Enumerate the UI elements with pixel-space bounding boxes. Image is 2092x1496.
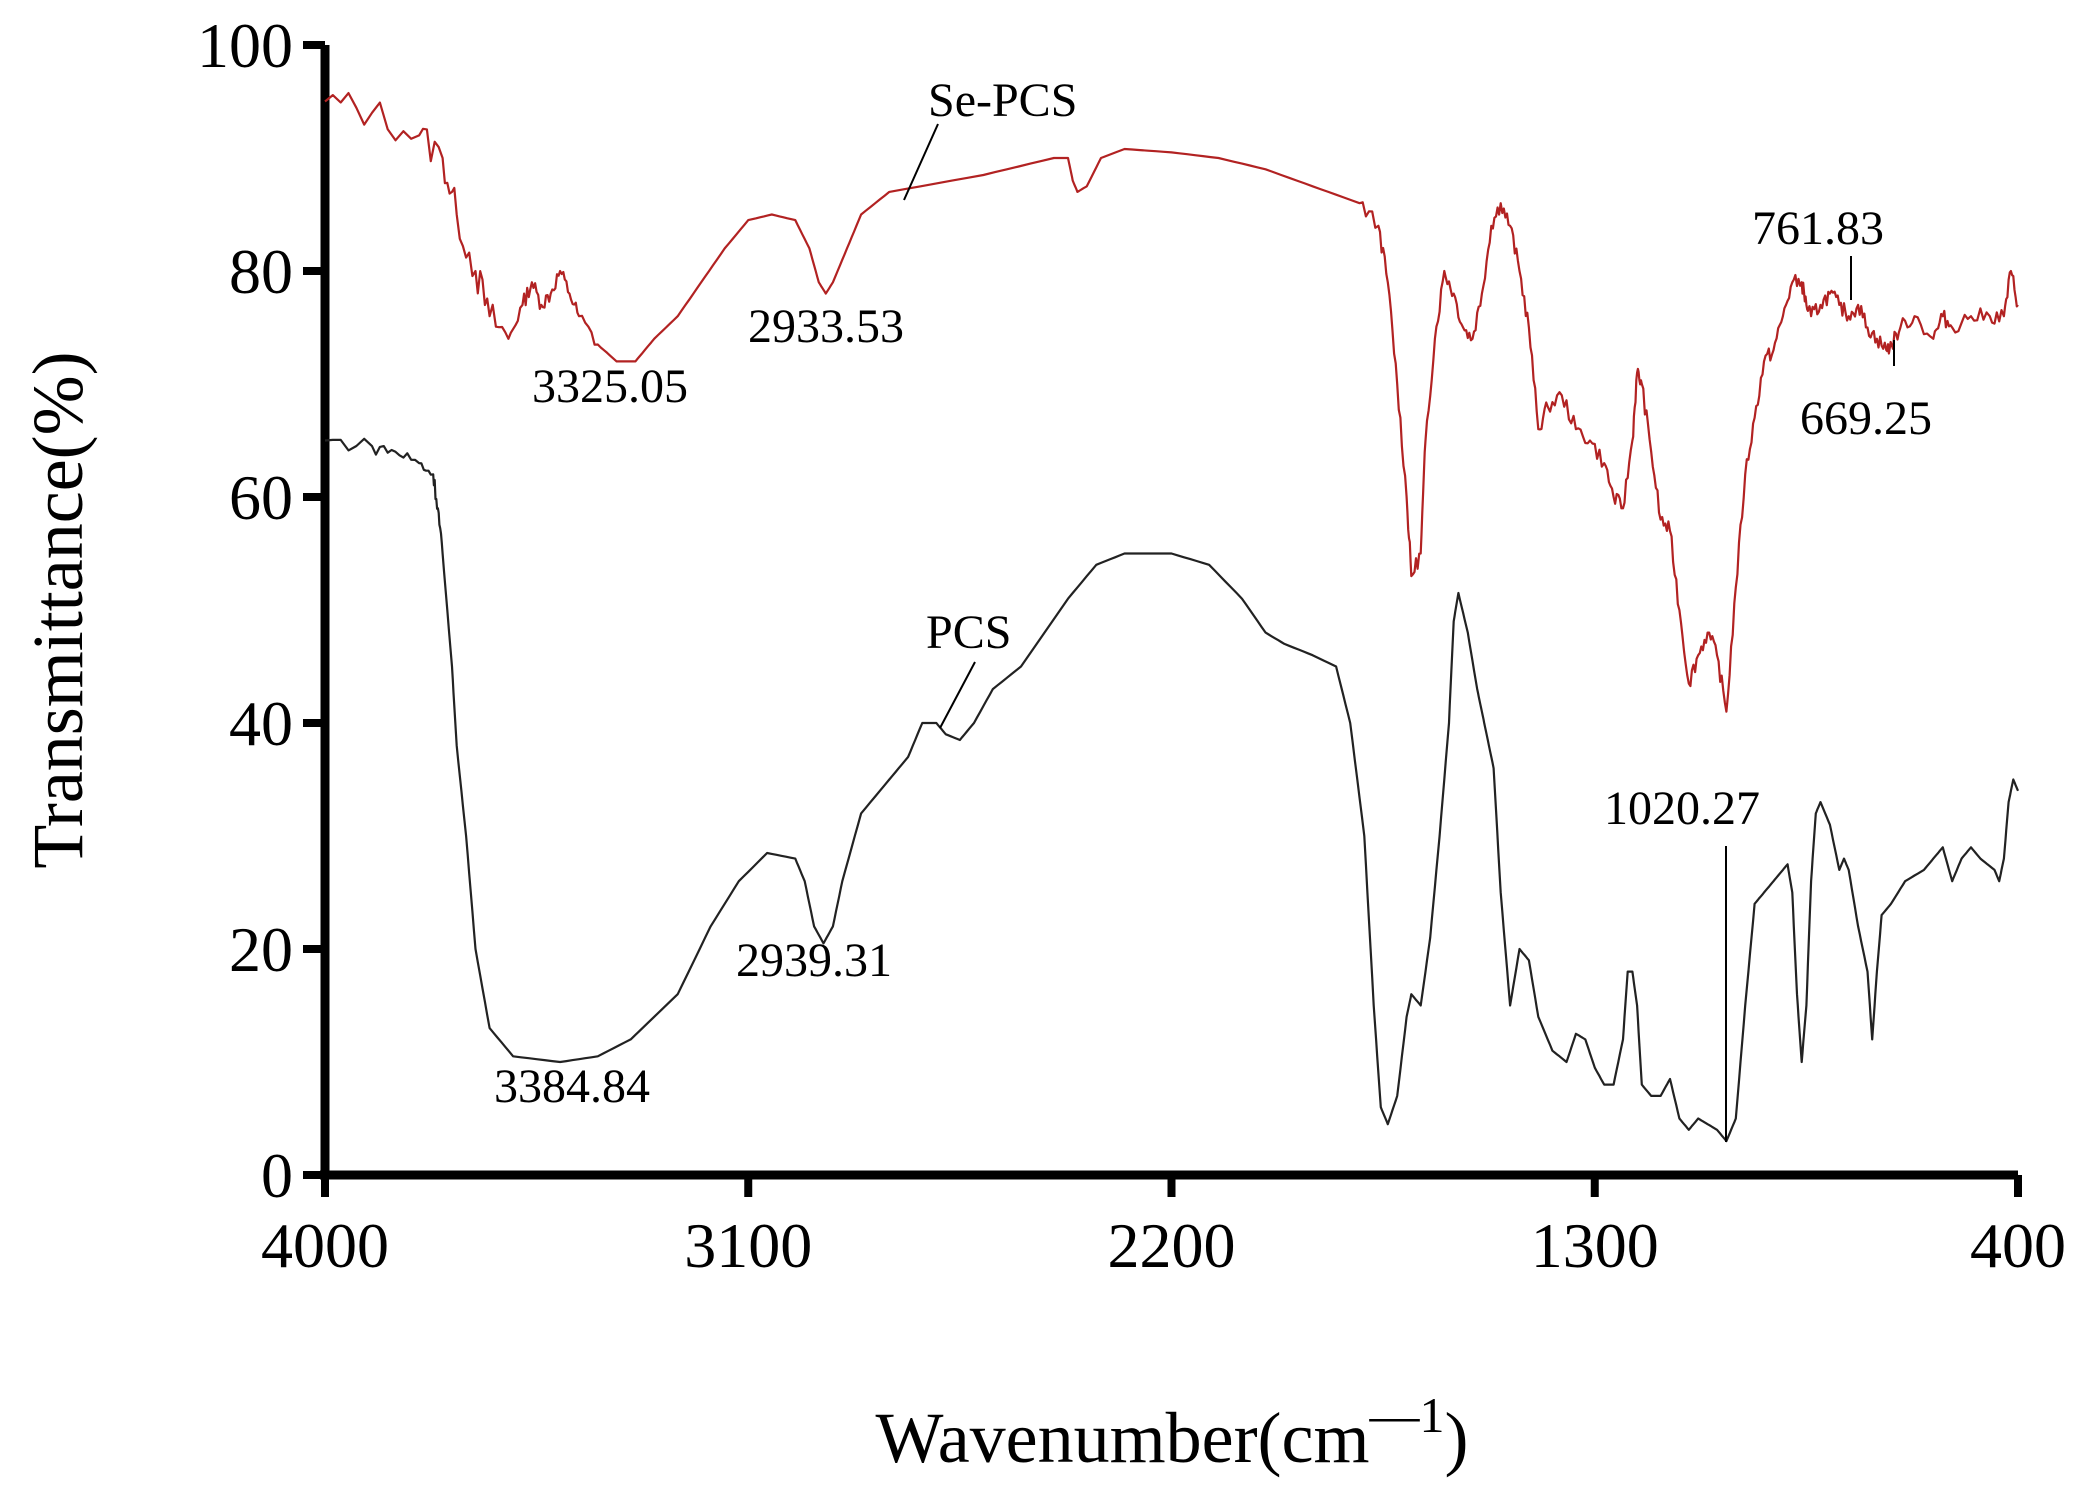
y-tick-label-0: 0: [261, 1140, 293, 1211]
x-axis-title-close: ): [1445, 1398, 1469, 1478]
x-tick-label-1300: 1300: [1531, 1210, 1659, 1281]
peak-label-669: 669.25: [1800, 392, 1932, 445]
x-axis-title: Wavenumber(cm—1): [876, 1387, 1469, 1478]
x-tick-label-4000: 4000: [261, 1210, 389, 1281]
annotation-leaders: [903, 123, 1895, 1142]
y-tick-label-20: 20: [229, 914, 293, 985]
series-label-se-pcs: Se-PCS: [928, 74, 1077, 127]
x-ticks: 4000 3100 2200 1300 400: [261, 1175, 2066, 1281]
peak-label-2939: 2939.31: [736, 934, 892, 987]
peak-label-3384: 3384.84: [494, 1060, 650, 1113]
x-tick-label-400: 400: [1970, 1210, 2066, 1281]
series-line-pcs: [324, 437, 2020, 1143]
series-line-se-pcs: [324, 92, 2019, 713]
x-tick-label-2200: 2200: [1108, 1210, 1236, 1281]
y-tick-label-60: 60: [229, 462, 293, 533]
y-tick-label-80: 80: [229, 236, 293, 307]
x-tick-label-3100: 3100: [684, 1210, 812, 1281]
peak-label-1020: 1020.27: [1604, 782, 1760, 835]
y-axis-title: Transmittance(%): [18, 351, 98, 868]
peak-label-2933: 2933.53: [748, 300, 904, 353]
series-lines: [324, 92, 2020, 1143]
x-axis-title-main: Wavenumber(cm: [876, 1398, 1370, 1478]
peak-label-3325: 3325.05: [532, 360, 688, 413]
series-label-pcs: PCS: [926, 606, 1011, 659]
y-ticks: 0 20 40 60 80 100: [197, 10, 325, 1211]
leader-pcs: [939, 661, 976, 729]
y-tick-label-100: 100: [197, 10, 293, 81]
leader-se-pcs: [903, 123, 939, 201]
x-axis-title-sup: —1: [1369, 1387, 1445, 1443]
y-tick-label-40: 40: [229, 688, 293, 759]
peak-label-761: 761.83: [1752, 202, 1884, 255]
